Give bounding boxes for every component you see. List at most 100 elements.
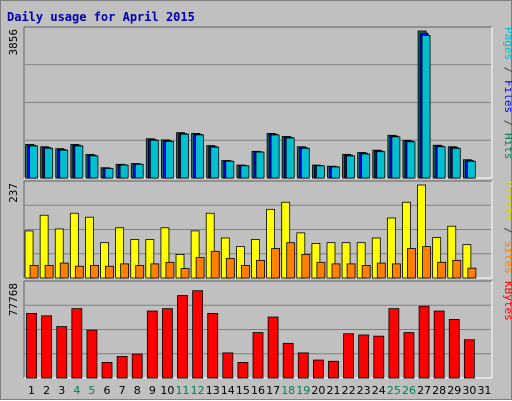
bar-pages-day-4 — [74, 145, 84, 179]
bar-sites-day-30 — [467, 267, 477, 279]
x-tick-label: 22 — [342, 384, 356, 397]
bar-sites-day-8 — [135, 265, 145, 279]
bar-kbytes-day-26 — [403, 332, 415, 379]
x-tick-label: 17 — [266, 384, 280, 397]
legend-entry: KBytes — [502, 281, 512, 321]
bar-kbytes-day-1 — [26, 313, 37, 379]
panel-kbytes: 77768 KBytes — [7, 280, 512, 379]
bar-kbytes-day-12 — [192, 290, 204, 379]
bar-kbytes-day-18 — [282, 342, 294, 379]
bar-kbytes-day-25 — [388, 308, 400, 379]
bar-visits-day-13 — [205, 212, 215, 279]
bar-visits-day-17 — [266, 208, 275, 279]
bar-pages-day-26 — [406, 141, 416, 179]
bar-pages-day-13 — [210, 146, 220, 179]
bar-visits-day-20 — [311, 243, 321, 279]
bar-sites-day-16 — [256, 259, 265, 279]
bar-pages-day-20 — [315, 165, 325, 179]
bar-pages-day-29 — [451, 147, 461, 179]
x-tick-label: 3 — [58, 384, 65, 397]
x-tick-label: 18 — [281, 384, 295, 397]
bar-visits-day-11 — [175, 254, 185, 279]
x-tick-label: 29 — [447, 384, 461, 397]
bar-sites-day-19 — [301, 254, 311, 279]
bar-kbytes-day-17 — [267, 316, 279, 379]
x-tick-label: 13 — [206, 384, 220, 397]
bar-pages-day-6 — [104, 168, 114, 179]
bar-visits-day-21 — [326, 242, 336, 279]
bar-kbytes-day-4 — [71, 308, 83, 379]
legend-entry: / — [502, 60, 512, 80]
bar-sites-day-26 — [407, 248, 416, 279]
legend-kbytes: KBytes — [502, 281, 512, 321]
bar-sites-day-5 — [90, 265, 99, 279]
bar-visits-day-1 — [24, 230, 34, 279]
bar-kbytes-day-9 — [146, 310, 158, 379]
bar-pages-day-25 — [391, 136, 401, 179]
bar-kbytes-day-11 — [177, 295, 188, 379]
x-tick-label: 11 — [176, 384, 190, 397]
x-tick-label: 12 — [191, 384, 205, 397]
bar-visits-day-3 — [54, 228, 64, 279]
bar-kbytes-day-27 — [418, 305, 430, 379]
bar-pages-day-19 — [300, 147, 310, 179]
bar-kbytes-day-2 — [41, 315, 53, 379]
legend-entry: Pages — [502, 27, 512, 60]
bar-pages-day-28 — [436, 146, 446, 179]
bar-sites-day-23 — [361, 265, 371, 279]
y-max-label: 77768 — [7, 283, 20, 316]
x-tick-label: 5 — [88, 384, 95, 397]
bar-kbytes-day-8 — [131, 353, 143, 379]
bar-sites-day-10 — [165, 261, 175, 279]
bar-visits-day-6 — [100, 242, 109, 279]
x-axis-ticks: 1 2 3 4 5 6 7 8 9 10 11 12 13 14 15 16 17 18 19 20 21 22 23 24 2… — [28, 384, 491, 397]
x-tick-label: 8 — [134, 384, 141, 397]
bar-sites-day-17 — [271, 248, 280, 279]
bar-sites-day-24 — [376, 262, 386, 279]
legend-pages-files-hits: Pages / Files / Hits — [502, 27, 512, 160]
bar-sites-day-13 — [210, 250, 220, 279]
legend-entry: / — [502, 113, 512, 133]
x-tick-label: 6 — [104, 384, 111, 397]
bar-visits-day-12 — [190, 230, 200, 279]
x-tick-label: 24 — [372, 384, 386, 397]
bar-sites-day-20 — [316, 261, 326, 279]
legend-entry: Sites — [502, 241, 512, 274]
x-tick-label: 1 — [28, 384, 35, 397]
bar-visits-day-4 — [69, 212, 79, 279]
bar-pages-day-8 — [134, 163, 144, 179]
legend-entry: / — [502, 221, 512, 241]
bar-visits-day-23 — [356, 242, 366, 279]
bar-pages-day-1 — [29, 145, 38, 179]
bar-kbytes-day-24 — [373, 335, 385, 379]
bar-pages-day-22 — [346, 155, 355, 179]
x-tick-label: 2 — [43, 384, 50, 397]
bar-kbytes-day-7 — [116, 356, 128, 379]
bar-pages-day-14 — [225, 160, 235, 179]
bar-sites-day-6 — [105, 265, 114, 279]
chart-panels: 3856 Pages / Files / Hits 237 Visits / Site… — [7, 26, 512, 379]
bar-visits-day-7 — [115, 227, 125, 279]
bar-pages-day-17 — [270, 134, 280, 179]
bar-visits-day-26 — [402, 201, 411, 279]
legend-entry: Hits — [502, 133, 512, 160]
bar-sites-day-29 — [452, 259, 462, 279]
x-tick-label: 31 — [477, 384, 491, 397]
bar-kbytes-day-29 — [448, 319, 460, 379]
bar-kbytes-day-19 — [297, 352, 309, 379]
bar-kbytes-day-16 — [252, 332, 264, 379]
panel-visits-sites: 237 Visits / Sites — [7, 180, 512, 279]
bar-kbytes-day-14 — [222, 352, 234, 379]
bar-kbytes-day-23 — [358, 334, 370, 379]
bar-visits-day-15 — [236, 246, 245, 279]
bar-visits-day-25 — [386, 217, 396, 279]
x-tick-label: 23 — [357, 384, 371, 397]
bar-visits-day-22 — [341, 242, 351, 279]
bar-sites-day-11 — [180, 268, 190, 279]
bar-visits-day-5 — [85, 216, 94, 279]
bar-kbytes-day-6 — [101, 362, 113, 379]
panel-pages-files-hits: 3856 Pages / Files / Hits — [7, 26, 512, 179]
bar-visits-day-2 — [39, 214, 49, 279]
bar-kbytes-day-20 — [312, 359, 324, 379]
